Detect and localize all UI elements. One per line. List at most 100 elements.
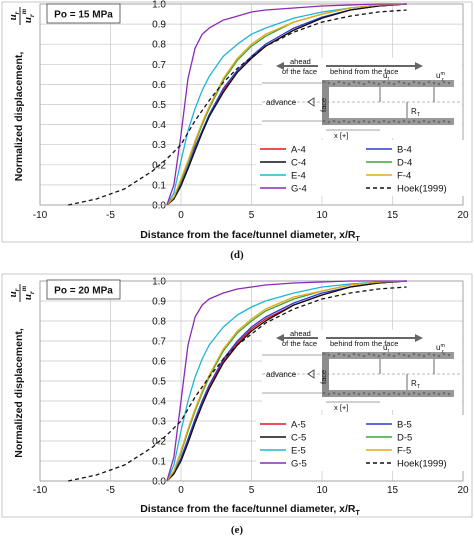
rock-texture: [382, 391, 386, 395]
inset-ahead-1: ahead: [290, 57, 311, 66]
rock-texture: [352, 391, 356, 395]
series-line-f-4: [166, 3, 407, 206]
x-tick-label: 15: [387, 210, 399, 221]
rock-texture: [427, 392, 431, 396]
inset-urm: um r: [436, 343, 445, 355]
inset-rt: RT: [411, 379, 421, 390]
x-tick-label: 10: [316, 485, 328, 496]
x-axis-label-sub: T: [356, 510, 361, 517]
y-tick-label: 0.1: [152, 457, 166, 468]
rock-texture: [352, 119, 356, 123]
rock-texture: [367, 392, 371, 396]
inset-behind: behind from the face: [330, 339, 398, 348]
y-tick-label: 0.6: [152, 357, 166, 368]
legend-label: D-5: [397, 433, 412, 444]
arrow-behind-head: [415, 334, 423, 342]
rock-texture: [412, 119, 416, 123]
rock-texture: [372, 119, 376, 123]
condition-box: [46, 3, 121, 24]
y-tick-label: 0.3: [152, 417, 166, 428]
x-tick-label: 10: [316, 210, 328, 221]
x-tick-label: -10: [33, 485, 48, 496]
rock-texture: [407, 354, 411, 358]
inset-face: face: [319, 370, 328, 384]
rock-texture: [357, 81, 361, 85]
rock-texture: [397, 80, 401, 84]
inset-ur-u: u: [383, 343, 387, 352]
x-tick-label: 20: [457, 210, 469, 221]
rock-texture: [342, 81, 346, 85]
rock-texture: [422, 82, 426, 86]
y-tick-label: 0.5: [152, 377, 166, 388]
rock-texture: [342, 353, 346, 357]
rock-texture: [427, 352, 431, 356]
rock-texture: [432, 81, 436, 85]
y-tick-label: 0.0: [152, 477, 166, 488]
rock-texture: [322, 352, 326, 356]
inset-ur-sub: r: [387, 76, 389, 82]
rock-texture: [377, 392, 381, 396]
tunnel-face: [322, 352, 329, 397]
x-axis-label-main: Distance from the face/tunnel diameter, …: [140, 229, 356, 241]
x-axis-label-sub: T: [356, 236, 361, 243]
advance-arrow: [307, 369, 315, 379]
rock-texture: [407, 120, 411, 124]
rock-texture: [387, 353, 391, 357]
x-axis-label: Distance from the face/tunnel diameter, …: [140, 503, 360, 517]
panel-frame: [1, 1, 473, 243]
rock-texture: [332, 82, 336, 86]
rock-texture: [357, 120, 361, 124]
rock-texture: [397, 120, 401, 124]
legend-label: F-4: [397, 171, 411, 182]
rock-texture: [417, 120, 421, 124]
y-tick-label: 0.4: [152, 120, 166, 131]
inset-urm-u: u: [436, 343, 440, 352]
rock-texture: [392, 391, 396, 395]
advance-arrow: [307, 97, 315, 107]
series-line-c-4: [166, 3, 407, 206]
legend-label: Hoek(1999): [397, 184, 447, 195]
series-line-b-5: [166, 280, 407, 482]
series-line-e-4: [166, 3, 407, 206]
rock-texture: [402, 353, 406, 357]
rock-texture: [412, 80, 416, 84]
y-tick-label: 0.0: [152, 201, 166, 212]
inset-rt: RT: [411, 107, 421, 118]
rock-texture: [337, 120, 341, 124]
chart-panel-e: 0.00.10.20.30.40.50.60.70.80.91.0-10 -5 0 5…: [1, 273, 473, 536]
tunnel-face: [322, 80, 329, 125]
rock-texture: [402, 81, 406, 85]
panel-label: (e): [231, 524, 244, 536]
legend-label: E-4: [291, 171, 306, 182]
inset-rt-r: R: [411, 107, 417, 116]
series-line-hoek-1999-: [68, 286, 407, 482]
inset-urm: um r: [436, 71, 445, 83]
inset-ur-u: u: [383, 71, 387, 80]
inset-urm-sup: m: [440, 71, 445, 77]
x-tick-label: -5: [106, 485, 115, 496]
fraction-num-sub: r: [13, 288, 21, 291]
y-tick-label: 0.1: [152, 180, 166, 191]
rock-texture: [322, 391, 326, 395]
inset-face: face: [319, 98, 328, 112]
x-tick-label: 5: [249, 210, 255, 221]
x-tick-label: 0: [178, 485, 184, 496]
rock-texture: [342, 119, 346, 123]
rock-texture: [347, 392, 351, 396]
rock-texture: [437, 82, 441, 86]
rock-texture: [342, 391, 346, 395]
rock-texture: [447, 353, 451, 357]
rock-texture: [332, 119, 336, 123]
rock-texture: [352, 80, 356, 84]
x-tick-label: -10: [33, 210, 48, 221]
inset-advance: advance: [266, 98, 297, 107]
legend-label: Hoek(1999): [397, 459, 447, 470]
rock-texture: [447, 392, 451, 396]
series-line-g-4: [166, 3, 407, 206]
rock-texture: [347, 82, 351, 86]
x-tick-label: 20: [457, 485, 469, 496]
rock-texture: [362, 354, 366, 358]
inset-urm-sub: r: [442, 349, 444, 355]
